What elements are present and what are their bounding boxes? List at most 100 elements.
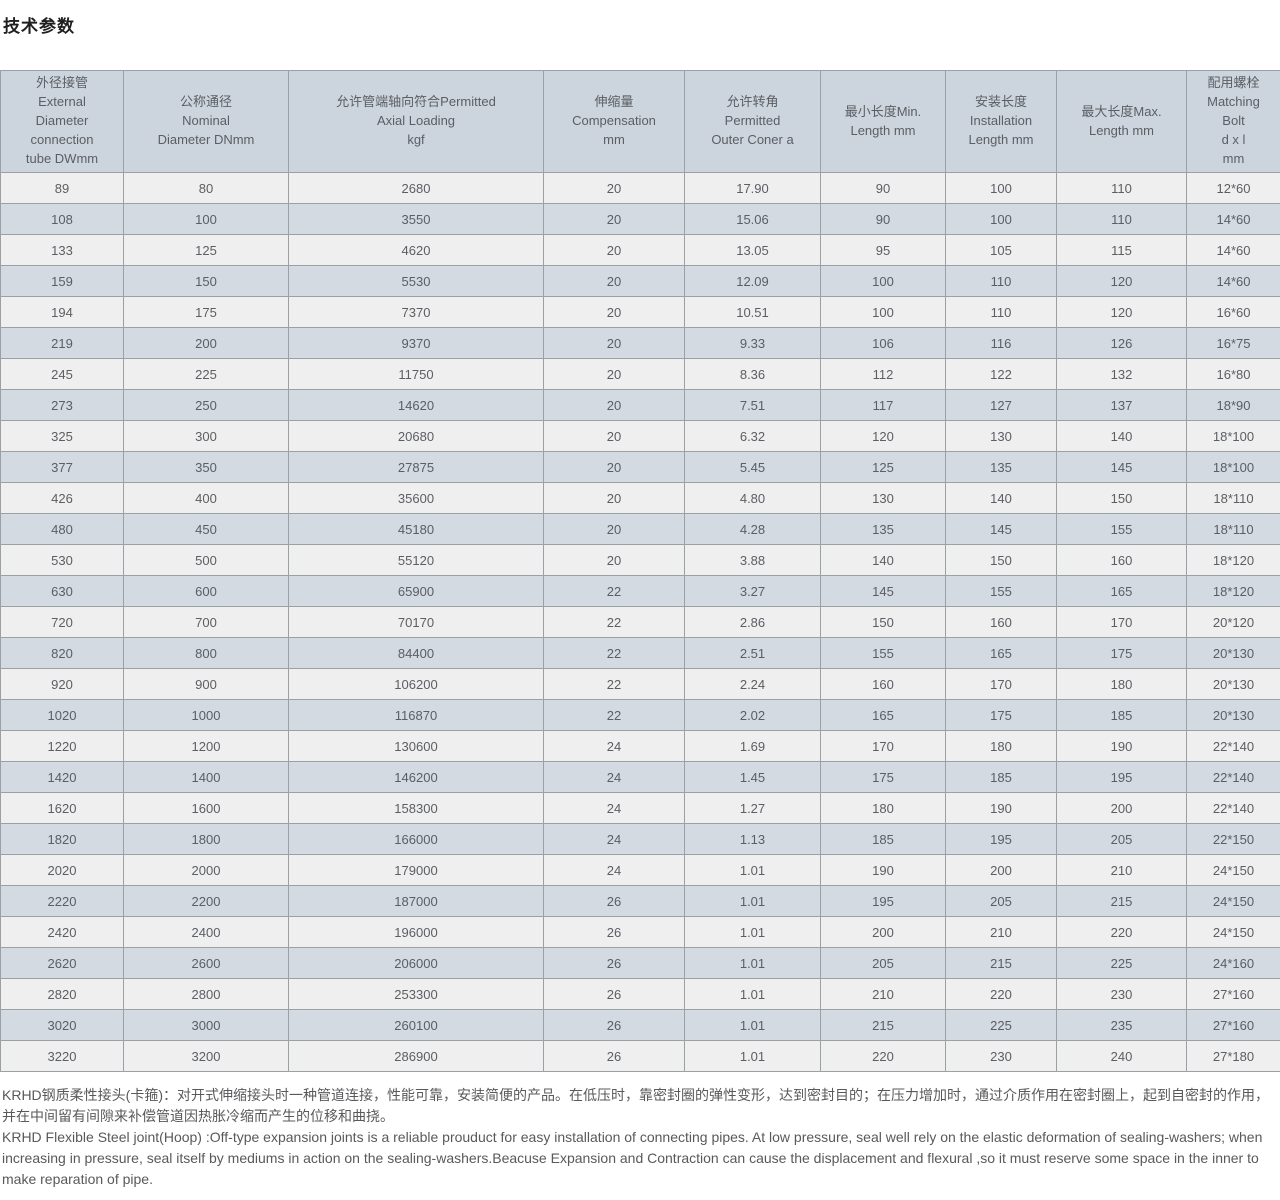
table-cell: 250 [124, 390, 289, 421]
table-cell: 15.06 [685, 204, 821, 235]
table-cell: 200 [946, 855, 1057, 886]
table-cell: 9.33 [685, 328, 821, 359]
table-cell: 200 [821, 917, 946, 948]
table-cell: 18*100 [1187, 452, 1280, 483]
table-cell: 100 [946, 173, 1057, 204]
table-cell: 200 [1057, 793, 1187, 824]
table-cell: 180 [1057, 669, 1187, 700]
table-cell: 175 [946, 700, 1057, 731]
column-header-3: 伸缩量 Compensation mm [544, 71, 685, 173]
table-cell: 1.01 [685, 1041, 821, 1072]
table-cell: 9370 [289, 328, 544, 359]
table-cell: 18*100 [1187, 421, 1280, 452]
table-cell: 22*140 [1187, 762, 1280, 793]
table-cell: 5530 [289, 266, 544, 297]
table-cell: 125 [821, 452, 946, 483]
table-header: 外径接管 External Diameter connection tube D… [1, 71, 1280, 173]
table-cell: 160 [1057, 545, 1187, 576]
table-cell: 135 [946, 452, 1057, 483]
table-cell: 14*60 [1187, 204, 1280, 235]
table-cell: 5.45 [685, 452, 821, 483]
table-cell: 24*150 [1187, 886, 1280, 917]
table-cell: 10.51 [685, 297, 821, 328]
table-cell: 800 [124, 638, 289, 669]
table-cell: 12*60 [1187, 173, 1280, 204]
table-cell: 2000 [124, 855, 289, 886]
table-cell: 158300 [289, 793, 544, 824]
table-cell: 175 [1057, 638, 1187, 669]
table-cell: 70170 [289, 607, 544, 638]
table-cell: 26 [544, 979, 685, 1010]
table-cell: 100 [821, 266, 946, 297]
table-cell: 165 [1057, 576, 1187, 607]
table-cell: 210 [1057, 855, 1187, 886]
column-header-7: 最大长度Max. Length mm [1057, 71, 1187, 173]
table-cell: 130 [821, 483, 946, 514]
table-cell: 16*80 [1187, 359, 1280, 390]
table-cell: 2680 [289, 173, 544, 204]
table-cell: 3200 [124, 1041, 289, 1072]
table-cell: 1.01 [685, 917, 821, 948]
table-cell: 127 [946, 390, 1057, 421]
table-cell: 100 [821, 297, 946, 328]
table-cell: 210 [821, 979, 946, 1010]
table-cell: 400 [124, 483, 289, 514]
table-cell: 24*150 [1187, 917, 1280, 948]
table-cell: 126 [1057, 328, 1187, 359]
table-cell: 117 [821, 390, 946, 421]
table-cell: 159 [1, 266, 124, 297]
table-cell: 27*180 [1187, 1041, 1280, 1072]
table-cell: 26 [544, 1041, 685, 1072]
table-cell: 1000 [124, 700, 289, 731]
column-header-6: 安装长度 Installation Length mm [946, 71, 1057, 173]
table-cell: 115 [1057, 235, 1187, 266]
table-cell: 16*75 [1187, 328, 1280, 359]
table-cell: 116 [946, 328, 1057, 359]
table-cell: 106200 [289, 669, 544, 700]
table-cell: 215 [946, 948, 1057, 979]
table-cell: 89 [1, 173, 124, 204]
table-cell: 1200 [124, 731, 289, 762]
column-header-5: 最小长度Min. Length mm [821, 71, 946, 173]
table-cell: 185 [1057, 700, 1187, 731]
table-cell: 377 [1, 452, 124, 483]
table-cell: 14*60 [1187, 235, 1280, 266]
table-cell: 2400 [124, 917, 289, 948]
table-cell: 1800 [124, 824, 289, 855]
table-cell: 26 [544, 1010, 685, 1041]
table-cell: 170 [821, 731, 946, 762]
table-cell: 195 [1057, 762, 1187, 793]
table-cell: 240 [1057, 1041, 1187, 1072]
table-cell: 146200 [289, 762, 544, 793]
table-cell: 20*130 [1187, 700, 1280, 731]
table-cell: 1820 [1, 824, 124, 855]
table-cell: 20 [544, 545, 685, 576]
table-cell: 700 [124, 607, 289, 638]
table-cell: 20*130 [1187, 638, 1280, 669]
table-cell: 45180 [289, 514, 544, 545]
table-cell: 179000 [289, 855, 544, 886]
table-cell: 426 [1, 483, 124, 514]
table-cell: 1420 [1, 762, 124, 793]
table-cell: 1.01 [685, 1010, 821, 1041]
product-description-zh: KRHD钢质柔性接头(卡箍)：对开式伸缩接头时一种管道连接，性能可靠，安装简便的… [2, 1085, 1278, 1127]
table-cell: 286900 [289, 1041, 544, 1072]
table-cell: 100 [946, 204, 1057, 235]
table-cell: 225 [1057, 948, 1187, 979]
table-cell: 20 [544, 173, 685, 204]
table-cell: 26 [544, 917, 685, 948]
table-cell: 140 [946, 483, 1057, 514]
table-cell: 108 [1, 204, 124, 235]
table-cell: 190 [821, 855, 946, 886]
table-cell: 110 [946, 297, 1057, 328]
table-cell: 2820 [1, 979, 124, 1010]
